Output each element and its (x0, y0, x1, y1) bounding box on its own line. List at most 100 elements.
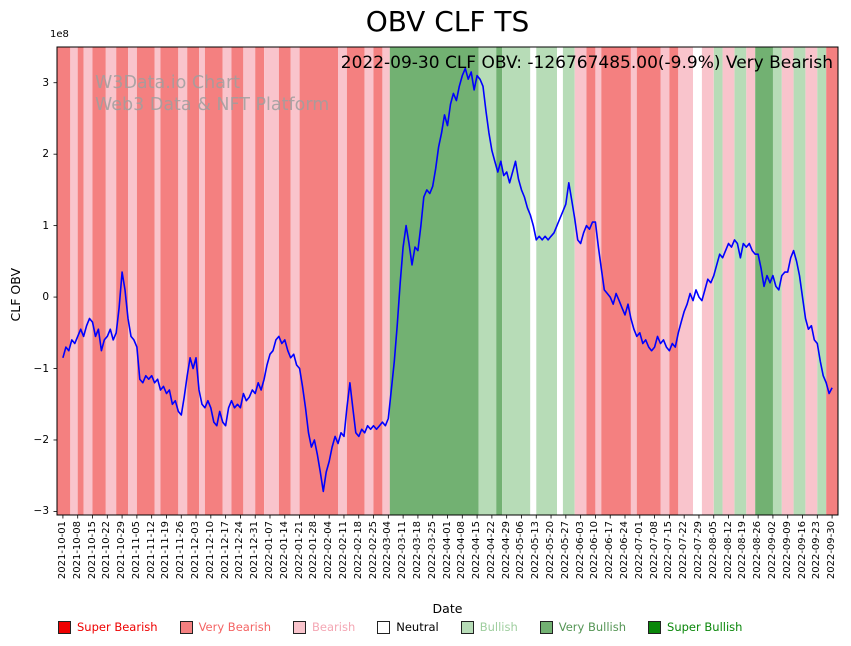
sentiment-band-bearish (678, 47, 694, 515)
sentiment-band-very-bearish (160, 47, 179, 515)
x-tick-label: 2022-08-26 (752, 521, 763, 580)
x-tick-label: 2022-07-01 (634, 521, 645, 580)
x-tick-label: 2022-05-13 (530, 521, 541, 580)
x-axis-label: Date (432, 601, 463, 616)
legend-label: Bearish (312, 620, 356, 634)
sentiment-band-very-bearish (826, 47, 838, 515)
x-tick-label: 2021-12-03 (190, 521, 201, 580)
x-tick-label: 2022-01-07 (264, 521, 275, 580)
sentiment-band-very-bearish (231, 47, 244, 515)
x-tick-label: 2021-10-15 (87, 521, 98, 580)
sentiment-band-bearish (70, 47, 78, 515)
chart-title: OBV CLF TS (365, 5, 530, 38)
y-tick-label: 2 (42, 148, 49, 160)
legend-item-super-bullish: Super Bullish (648, 620, 742, 634)
sentiment-band-bullish (478, 47, 497, 515)
x-tick-label: 2021-11-26 (175, 521, 186, 580)
sentiment-band-bullish (562, 47, 575, 515)
legend-item-very-bullish: Very Bullish (539, 620, 626, 634)
x-tick-label: 2022-09-30 (826, 521, 837, 580)
sentiment-band-bearish (128, 47, 137, 515)
x-tick-label: 2022-07-08 (649, 521, 660, 580)
legend-item-bullish: Bullish (460, 620, 518, 634)
sentiment-band-neutral (530, 47, 537, 515)
x-tick-label: 2022-06-17 (604, 521, 615, 580)
legend-item-neutral: Neutral (377, 620, 439, 634)
legend-label: Super Bearish (77, 620, 158, 634)
legend-label: Super Bullish (667, 620, 743, 634)
legend-swatch (293, 620, 307, 634)
sentiment-band-bullish (713, 47, 723, 515)
y-tick-label: −2 (33, 434, 49, 446)
x-tick-label: 2022-08-12 (723, 521, 734, 580)
sentiment-band-very-bearish (204, 47, 223, 515)
x-tick-label: 2021-11-12 (146, 521, 157, 580)
x-tick-label: 2022-01-28 (308, 521, 319, 580)
sentiment-band-bearish (264, 47, 279, 515)
sentiment-band-very-bearish (255, 47, 265, 515)
sentiment-band-bearish (805, 47, 818, 515)
legend-label: Bullish (479, 620, 518, 634)
y-tick-label: −1 (33, 363, 49, 375)
x-tick-label: 2021-10-29 (116, 521, 127, 580)
x-tick-label: 2022-06-24 (619, 521, 630, 580)
sentiment-band-very-bearish (636, 47, 661, 515)
sentiment-band-very-bearish (77, 47, 84, 515)
x-tick-label: 2022-01-21 (294, 521, 305, 580)
sentiment-band-bearish (660, 47, 670, 515)
sentiment-band-bearish (746, 47, 756, 515)
legend-item-bearish: Bearish (293, 620, 355, 634)
y-tick-label: 1 (42, 220, 49, 232)
legend-label: Very Bearish (198, 620, 272, 634)
x-tick-label: 2022-04-15 (471, 521, 482, 580)
sentiment-band-neutral (557, 47, 563, 515)
x-tick-label: 2022-05-27 (560, 521, 571, 580)
sentiment-band-very-bearish (373, 47, 383, 515)
sentiment-band-very-bearish (669, 47, 679, 515)
legend: Super Bearish Very Bearish Bearish Neutral B… (58, 620, 742, 634)
x-tick-label: 2022-02-04 (323, 521, 334, 580)
x-tick-label: 2021-12-10 (205, 521, 216, 580)
sentiment-band-bearish (154, 47, 161, 515)
sentiment-band-bullish (536, 47, 557, 515)
x-tick-label: 2022-01-14 (279, 521, 290, 580)
legend-swatch (377, 620, 391, 634)
x-tick-label: 2022-08-19 (737, 521, 748, 580)
y-tick-label: −3 (33, 505, 49, 517)
x-tick-label: 2022-03-04 (382, 521, 393, 580)
sentiment-band-very-bearish (136, 47, 155, 515)
obv-line (62, 67, 833, 493)
x-tick-label: 2022-07-15 (663, 521, 674, 580)
x-tick-label: 2022-09-02 (767, 521, 778, 580)
legend-label: Neutral (396, 620, 439, 634)
sentiment-band-bearish (178, 47, 188, 515)
legend-swatch (460, 620, 474, 634)
x-tick-label: 2022-04-01 (442, 521, 453, 580)
x-tick-label: 2022-03-11 (397, 521, 408, 580)
y-tick-label: 3 (42, 77, 49, 89)
x-tick-label: 2022-03-18 (412, 521, 423, 580)
x-tick-label: 2022-03-25 (427, 521, 438, 580)
sentiment-band-bearish (781, 47, 794, 515)
x-tick-label: 2022-06-03 (575, 521, 586, 580)
x-tick-label: 2022-04-29 (501, 521, 512, 580)
x-tick-label: 2022-09-16 (797, 521, 808, 580)
y-axis-offset-label: 1e8 (50, 29, 69, 40)
sentiment-band-very-bearish (92, 47, 106, 515)
sentiment-band-very-bearish (346, 47, 365, 515)
sentiment-band-very-bearish (57, 47, 71, 515)
sentiment-band-very-bullish (755, 47, 773, 515)
sentiment-band-bearish (574, 47, 587, 515)
x-tick-label: 2022-06-10 (589, 521, 600, 580)
sentiment-band-bullish (734, 47, 747, 515)
x-tick-label: 2021-10-22 (101, 521, 112, 580)
x-tick-label: 2022-02-11 (338, 521, 349, 580)
sentiment-band-very-bearish (299, 47, 339, 515)
x-tick-label: 2022-09-23 (811, 521, 822, 580)
watermark-line2: Web3 Data & NFT Platform (95, 95, 330, 115)
x-tick-label: 2022-04-08 (456, 521, 467, 580)
legend-swatch (58, 620, 71, 634)
sentiment-band-very-bearish (601, 47, 631, 515)
x-tick-label: 2022-02-18 (353, 521, 364, 580)
chart-subtitle: 2022-09-30 CLF OBV: -126767485.00(-9.9%)… (340, 53, 833, 73)
